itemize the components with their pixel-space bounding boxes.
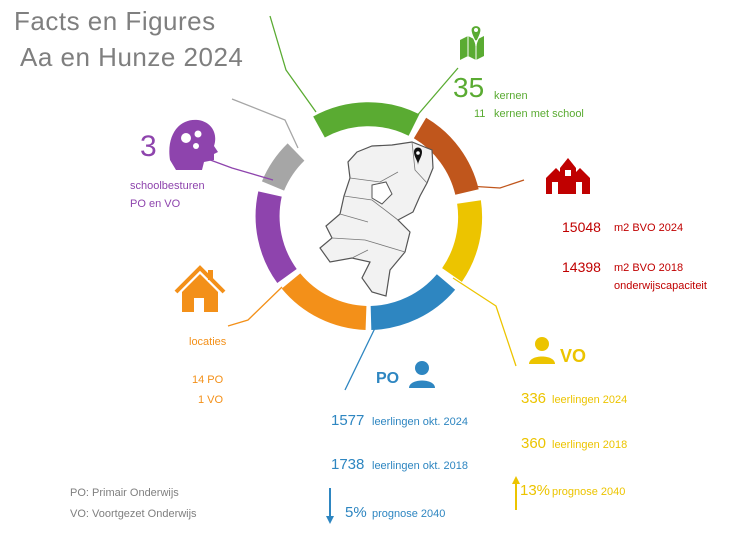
bvo-sub-label: onderwijscapaciteit <box>614 280 707 292</box>
ring-segment-gray <box>261 143 305 191</box>
school-buildings-icon <box>546 158 590 194</box>
vo-2018-number: 360 <box>521 435 547 452</box>
locaties-po: 14 PO <box>192 374 224 386</box>
house-icon <box>174 265 226 312</box>
bvo-2018-label: m2 BVO 2018 <box>614 262 684 274</box>
po-2018-label: leerlingen okt. 2018 <box>372 460 469 472</box>
ring-segment-yellow <box>441 200 483 282</box>
schoolbesturen-label: schoolbesturen <box>130 180 205 192</box>
legend-po: PO: Primair Onderwijs <box>70 487 179 499</box>
netherlands-map <box>319 141 434 297</box>
ring-segment-blue <box>370 273 456 330</box>
connector-lines <box>193 15 525 391</box>
po-2024-number: 1577 <box>331 412 365 429</box>
map-pin-icon <box>460 24 484 60</box>
po-prognose-label: prognose 2040 <box>372 508 446 520</box>
vo-2018-label: leerlingen 2018 <box>552 439 628 451</box>
vo-2024-number: 336 <box>521 390 547 407</box>
kernen-number: 35 <box>453 72 485 103</box>
vo-person-icon <box>529 337 555 364</box>
schoolbesturen-sub: PO en VO <box>130 198 181 210</box>
bvo-2024-value: 15048 <box>562 219 601 235</box>
po-person-icon <box>409 361 435 388</box>
kernen-sub-label: kernen met school <box>494 108 584 120</box>
po-prognose-value: 5% <box>345 504 367 521</box>
vo-prognose-label: prognose 2040 <box>552 486 626 498</box>
vo-prognose-value: 13% <box>520 482 551 499</box>
bvo-2024-label: m2 BVO 2024 <box>614 222 684 234</box>
po-2018-number: 1738 <box>331 456 365 473</box>
vo-heading: VO <box>560 346 587 366</box>
location-marker-icon <box>414 147 422 165</box>
title-line-1: Facts en Figures <box>14 6 216 36</box>
kernen-sub-number: 11 <box>474 108 486 120</box>
po-trend-down-arrow <box>326 488 334 524</box>
bvo-2018-value: 14398 <box>562 259 601 275</box>
ring-segment-purple <box>255 191 297 284</box>
title-line-2: Aa en Hunze 2024 <box>20 42 244 72</box>
po-heading: PO <box>376 370 400 387</box>
vo-2024-label: leerlingen 2024 <box>552 394 628 406</box>
ring-segment-green <box>313 102 420 138</box>
schoolbesturen-number: 3 <box>140 130 157 163</box>
head-gears-icon <box>169 119 218 170</box>
legend-vo: VO: Voortgezet Onderwijs <box>70 508 197 520</box>
donut-ring <box>255 102 483 330</box>
locaties-vo: 1 VO <box>198 394 224 406</box>
kernen-label: kernen <box>494 90 528 102</box>
ring-segment-brown <box>413 117 479 196</box>
locaties-label: locaties <box>189 336 227 348</box>
vo-trend-up-arrow <box>512 476 520 510</box>
ring-segment-orange <box>281 273 367 330</box>
po-2024-label: leerlingen okt. 2024 <box>372 416 469 428</box>
